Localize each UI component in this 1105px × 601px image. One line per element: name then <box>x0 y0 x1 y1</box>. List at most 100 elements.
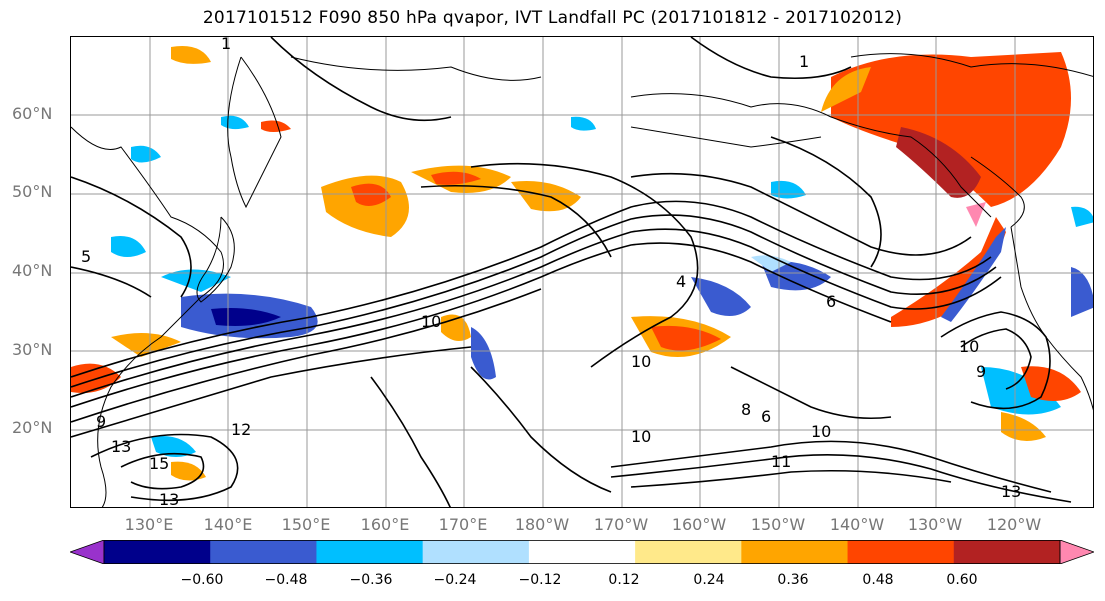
contour-label: 4 <box>676 272 686 291</box>
colorbar-swatch <box>316 540 424 564</box>
shade-small-red-1 <box>261 120 291 132</box>
shade-alaska-positive <box>831 52 1071 207</box>
shade-small-blue-1 <box>221 115 249 130</box>
contour-label: 10 <box>811 422 831 441</box>
contour-label: 12 <box>231 420 251 439</box>
lon-label-140e: 140°E <box>203 515 253 534</box>
contour-labels: 1 1 5 9 13 15 13 12 10 10 10 4 8 6 10 11… <box>81 37 1021 508</box>
shade-aleutian-red <box>351 183 391 206</box>
colorbar-tick: 0.60 <box>946 572 978 588</box>
lon-label-180w: 180°W <box>514 515 570 534</box>
contour-label: 6 <box>761 407 771 426</box>
contour-label: 11 <box>771 452 791 471</box>
colorbar-arrow-low <box>68 539 105 565</box>
contour-label: 10 <box>421 312 441 331</box>
lat-label-20n: 20°N <box>12 418 53 437</box>
contour-label: 10 <box>631 352 651 371</box>
colorbar-swatch <box>104 540 211 564</box>
shade-east-china-rim <box>111 333 181 357</box>
shade-small-blue-3 <box>771 180 806 199</box>
coast-kamchatka <box>227 56 282 209</box>
lat-label-30n: 30°N <box>12 340 53 359</box>
colorbar-tick: −0.36 <box>349 572 393 588</box>
colorbar-border <box>103 540 1061 564</box>
contour-label: 13 <box>111 437 131 456</box>
shade-small-orange-1 <box>171 46 211 64</box>
shade-mid-light <box>751 255 791 272</box>
contour-label: 1 <box>799 52 809 71</box>
coast-japan <box>196 216 235 303</box>
lon-label-130w: 130°W <box>907 515 963 534</box>
colorbar-swatch <box>422 540 530 564</box>
colorbar-tick: −0.12 <box>518 572 562 588</box>
colorbar-tick: −0.48 <box>264 572 308 588</box>
shaded-anomaly-regions <box>71 46 1093 481</box>
colorbar <box>68 539 1096 565</box>
contour-label: 13 <box>159 490 179 508</box>
colorbar-tick: 0.24 <box>693 572 725 588</box>
lon-label-150e: 150°E <box>281 515 331 534</box>
lon-label-170e: 170°E <box>438 515 488 534</box>
shade-nw-blue-1 <box>111 236 146 257</box>
shade-ne-pacific-pink <box>966 202 986 227</box>
colorbar-tick: 0.12 <box>608 572 640 588</box>
colorbar-tick: −0.24 <box>433 572 477 588</box>
shade-small-blue-4 <box>1071 206 1093 227</box>
shade-east-sub-orange <box>1001 412 1046 441</box>
lon-label-170w: 170°W <box>593 515 649 534</box>
lat-label-50n: 50°N <box>12 182 53 201</box>
map-title: 2017101512 F090 850 hPa qvapor, IVT Land… <box>202 8 903 28</box>
shade-east-sub-red <box>1021 366 1081 401</box>
lon-label-120w: 120°W <box>986 515 1042 534</box>
shade-nw-blue-2 <box>131 145 161 163</box>
coast-arctic <box>850 53 1093 77</box>
colorbar-swatch <box>847 540 955 564</box>
shade-aleutian-orange <box>321 175 409 237</box>
colorbar-swatch <box>635 540 742 564</box>
lon-label-140w: 140°W <box>829 515 885 534</box>
coast-east-asia <box>71 126 224 507</box>
coast-siberia <box>290 56 542 81</box>
colorbar-swatches <box>68 539 1096 565</box>
lat-label-40n: 40°N <box>12 261 53 280</box>
shade-plume-blue <box>941 227 1006 322</box>
lon-label-130e: 130°E <box>124 515 174 534</box>
colorbar-tick: 0.48 <box>862 572 894 588</box>
contour-label: 5 <box>81 247 91 266</box>
shade-small-blue-2 <box>571 116 596 131</box>
coastlines <box>71 53 1093 507</box>
colorbar-swatch <box>210 540 317 564</box>
shade-japan-lightblue <box>161 269 231 292</box>
shade-east-sub-blue <box>981 367 1061 415</box>
contour-label: 15 <box>149 454 169 473</box>
shade-west-trop-blue <box>151 436 196 457</box>
colorbar-arrow-high <box>1059 539 1096 565</box>
contour-label: 10 <box>631 427 651 446</box>
shade-bering-red <box>431 171 481 185</box>
graticule <box>71 37 1093 507</box>
lon-label-150w: 150°W <box>750 515 806 534</box>
shade-plume-positive <box>891 217 1006 327</box>
contour-label: 13 <box>1001 482 1021 501</box>
lat-label-60n: 60°N <box>12 104 53 123</box>
contour-label: 1 <box>221 37 231 53</box>
contour-label: 9 <box>976 362 986 381</box>
shade-alaska-dark <box>896 127 981 198</box>
shade-west-trop-orange <box>171 461 206 481</box>
coast-aleutians <box>630 126 822 148</box>
map-canvas: 1 1 5 9 13 15 13 12 10 10 10 4 8 6 10 11… <box>71 37 1093 508</box>
colorbar-tick: 0.36 <box>777 572 809 588</box>
lon-label-160w: 160°W <box>671 515 727 534</box>
contour-label: 10 <box>959 337 979 356</box>
map-panel: 1 1 5 9 13 15 13 12 10 10 10 4 8 6 10 11… <box>70 36 1094 508</box>
contour-label: 9 <box>96 412 106 431</box>
shade-far-east-blue <box>1071 267 1093 317</box>
shade-central-blue-1 <box>691 277 751 316</box>
shade-subtrop-blue <box>471 327 496 380</box>
coast-bc <box>970 156 1025 228</box>
colorbar-swatch <box>528 540 636 564</box>
coast-alaska <box>630 93 992 218</box>
colorbar-tick: −0.60 <box>180 572 224 588</box>
colorbar-swatch <box>741 540 849 564</box>
contour-label: 8 <box>741 400 751 419</box>
